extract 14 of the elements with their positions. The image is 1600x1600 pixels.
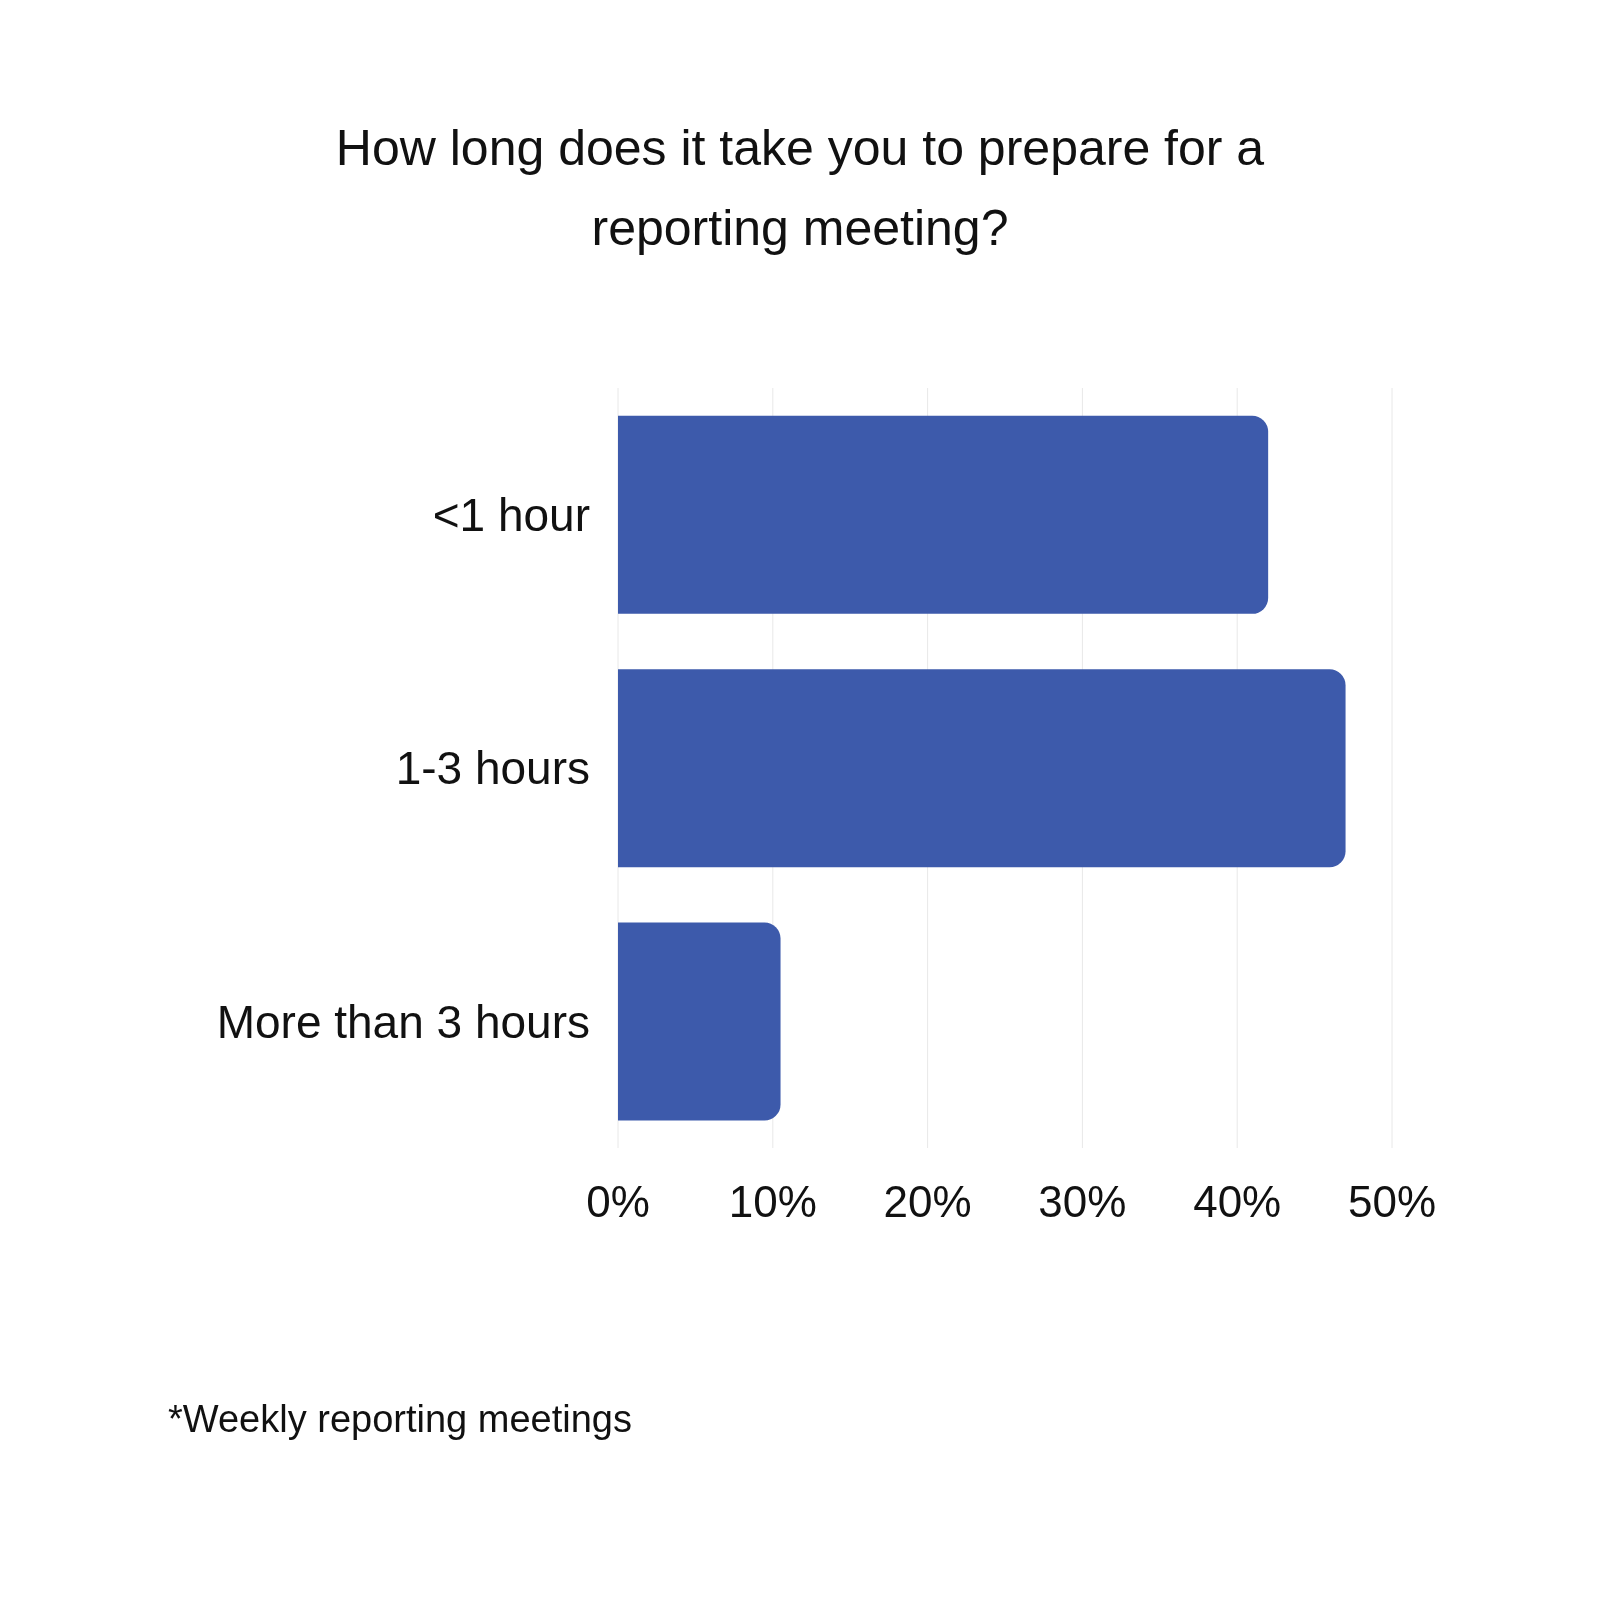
bar [618,669,1346,868]
x-tick-label: 50% [1347,1177,1437,1227]
text: *Weekly reporting meetings [168,1398,632,1441]
y-tick-label: 1-3 hours [395,742,590,795]
bar [618,415,1269,614]
x-tick-label: 30% [1038,1177,1127,1227]
chart-title: How long does it take you to prepare for a reporting meeting? [334,119,1266,258]
x-tick-label: 10% [728,1177,817,1227]
x-tick-label: 0% [586,1177,650,1227]
x-tick-label: 40% [1193,1177,1282,1227]
y-tick-label: <1 hour [432,489,590,541]
y-tick-label: More than 3 hours [216,995,590,1048]
bar [618,922,781,1121]
x-tick-label: 20% [883,1177,972,1227]
